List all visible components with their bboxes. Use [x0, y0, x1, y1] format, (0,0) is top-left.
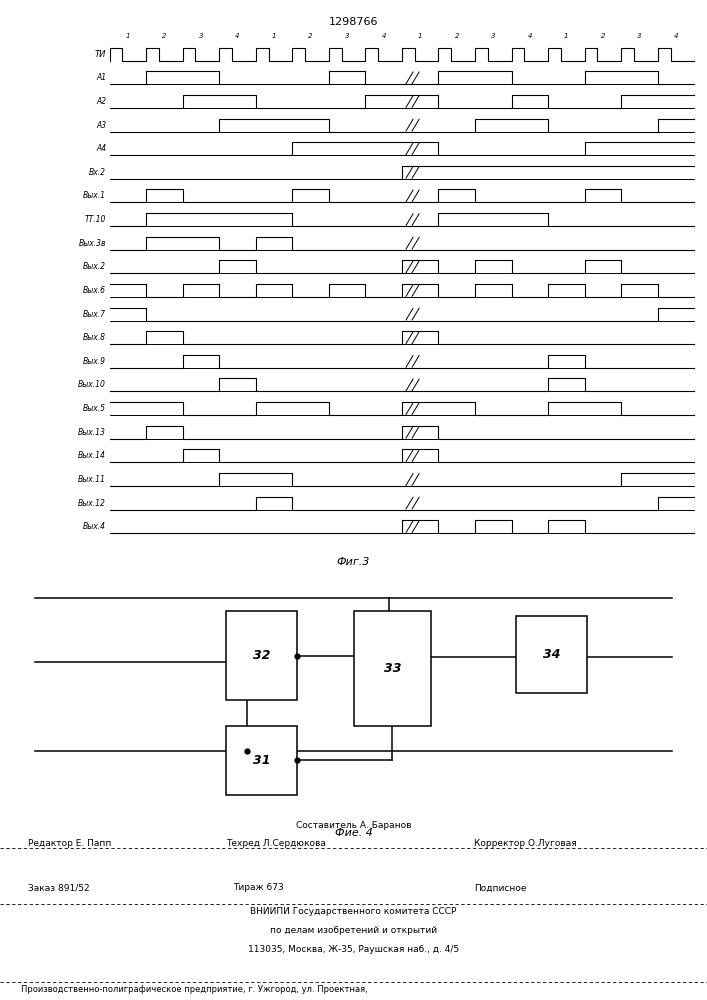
Text: A3: A3 — [96, 121, 106, 130]
Bar — [226, 726, 297, 795]
Bar — [354, 611, 431, 726]
Text: Составитель А. Баранов: Составитель А. Баранов — [296, 821, 411, 830]
Text: 3: 3 — [491, 33, 496, 39]
Text: 4: 4 — [381, 33, 386, 39]
Text: 2: 2 — [162, 33, 167, 39]
Text: 1298766: 1298766 — [329, 17, 378, 27]
Text: 4: 4 — [235, 33, 240, 39]
Text: Вых.7: Вых.7 — [83, 310, 106, 319]
Text: Вых.14: Вых.14 — [78, 451, 106, 460]
Text: 3: 3 — [637, 33, 642, 39]
Text: Заказ 891/52: Заказ 891/52 — [28, 883, 90, 892]
Text: 2: 2 — [601, 33, 605, 39]
Text: 4: 4 — [527, 33, 532, 39]
Text: Редактор Е. Папп: Редактор Е. Папп — [28, 839, 112, 848]
Text: Вых.6: Вых.6 — [83, 286, 106, 295]
Text: Вых.8: Вых.8 — [83, 333, 106, 342]
Text: Фиг.3: Фиг.3 — [337, 557, 370, 567]
Bar — [226, 611, 297, 700]
Text: 113035, Москва, Ж-35, Раушская наб., д. 4/5: 113035, Москва, Ж-35, Раушская наб., д. … — [248, 944, 459, 954]
Text: ВНИИПИ Государственного комитета СССР: ВНИИПИ Государственного комитета СССР — [250, 908, 457, 916]
Text: 3: 3 — [199, 33, 203, 39]
Text: 2: 2 — [308, 33, 312, 39]
Text: A4: A4 — [96, 144, 106, 153]
Text: Вых.12: Вых.12 — [78, 499, 106, 508]
Text: ТТ.10: ТТ.10 — [85, 215, 106, 224]
Text: ТИ: ТИ — [95, 50, 106, 59]
Text: 1: 1 — [126, 33, 130, 39]
Text: Вых.13: Вых.13 — [78, 428, 106, 437]
Text: Вых.9: Вых.9 — [83, 357, 106, 366]
Text: 33: 33 — [384, 662, 401, 675]
Text: Вх.2: Вх.2 — [89, 168, 106, 177]
Text: Производственно-полиграфическое предприятие, г. Ужгород, ул. Проектная,: Производственно-полиграфическое предприя… — [21, 985, 368, 994]
Text: Фие. 4: Фие. 4 — [334, 828, 373, 838]
Text: 1: 1 — [418, 33, 423, 39]
Text: 2: 2 — [455, 33, 459, 39]
Text: Тираж 673: Тираж 673 — [233, 883, 284, 892]
Text: 4: 4 — [674, 33, 678, 39]
Bar — [516, 616, 587, 693]
Text: Подписное: Подписное — [474, 883, 526, 892]
Text: Вых.3в: Вых.3в — [78, 239, 106, 248]
Text: 34: 34 — [543, 648, 560, 661]
Text: Вых.1: Вых.1 — [83, 191, 106, 200]
Text: Вых.11: Вых.11 — [78, 475, 106, 484]
Text: 31: 31 — [253, 754, 270, 767]
Text: Вых.2: Вых.2 — [83, 262, 106, 271]
Text: A2: A2 — [96, 97, 106, 106]
Text: 3: 3 — [345, 33, 349, 39]
Text: Вых.10: Вых.10 — [78, 380, 106, 389]
Text: по делам изобретений и открытий: по делам изобретений и открытий — [270, 926, 437, 935]
Text: Техред Л.Сердюкова: Техред Л.Сердюкова — [226, 839, 326, 848]
Text: A1: A1 — [96, 73, 106, 82]
Text: Вых.5: Вых.5 — [83, 404, 106, 413]
Text: 1: 1 — [271, 33, 276, 39]
Text: Вых.4: Вых.4 — [83, 522, 106, 531]
Text: 1: 1 — [564, 33, 568, 39]
Text: 32: 32 — [253, 649, 270, 662]
Text: Корректор О.Луговая: Корректор О.Луговая — [474, 839, 576, 848]
